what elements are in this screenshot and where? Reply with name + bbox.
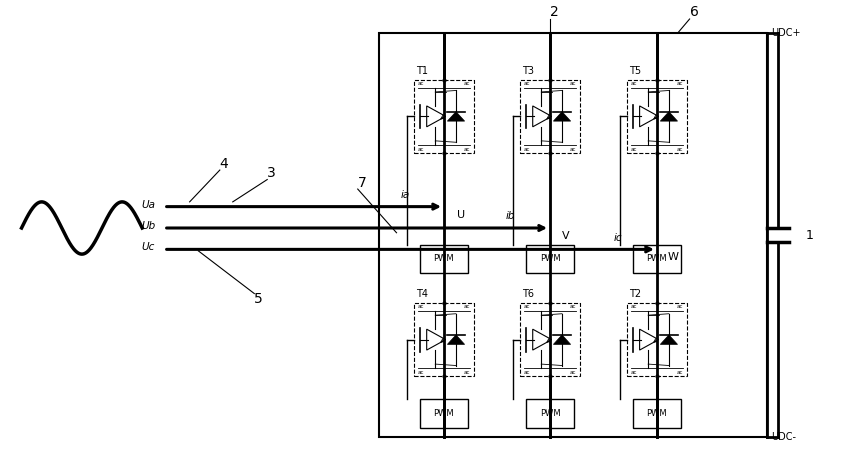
Text: 4: 4 (220, 157, 228, 171)
Text: ac: ac (418, 147, 424, 152)
Text: ac: ac (418, 370, 424, 375)
Text: ac: ac (568, 370, 575, 375)
Text: 7: 7 (357, 176, 366, 190)
Text: T5: T5 (629, 66, 641, 76)
Polygon shape (553, 112, 570, 121)
Text: PWM: PWM (646, 409, 666, 418)
Text: ac: ac (630, 147, 637, 152)
Bar (519, 79, 579, 153)
Bar (626, 79, 686, 153)
Bar (525, 245, 573, 273)
Text: 6: 6 (689, 5, 697, 19)
Text: ac: ac (675, 304, 682, 309)
Text: T4: T4 (416, 289, 428, 299)
Bar (413, 79, 474, 153)
Bar (632, 399, 680, 428)
Text: T6: T6 (522, 289, 534, 299)
Text: V: V (561, 231, 569, 241)
Text: ac: ac (523, 81, 530, 85)
Bar (379, 33, 766, 437)
Text: ac: ac (568, 304, 575, 309)
Text: ac: ac (462, 370, 469, 375)
Text: ac: ac (462, 147, 469, 152)
Text: 2: 2 (549, 5, 558, 19)
Text: ac: ac (418, 304, 424, 309)
Text: ac: ac (568, 147, 575, 152)
Text: ac: ac (568, 81, 575, 85)
Text: ac: ac (675, 370, 682, 375)
Text: PWM: PWM (433, 409, 454, 418)
Text: ac: ac (462, 81, 469, 85)
Text: ac: ac (523, 147, 530, 152)
Bar (632, 245, 680, 273)
Text: PWM: PWM (646, 255, 666, 263)
Polygon shape (447, 335, 464, 344)
Text: ac: ac (630, 81, 637, 85)
Text: ic: ic (613, 233, 622, 243)
Text: ac: ac (630, 304, 637, 309)
Polygon shape (660, 335, 677, 344)
Polygon shape (447, 112, 464, 121)
Bar (626, 303, 686, 376)
Bar (413, 303, 474, 376)
Bar (525, 399, 573, 428)
Text: ac: ac (523, 304, 530, 309)
Text: 5: 5 (254, 292, 263, 306)
Bar (420, 399, 467, 428)
Text: ac: ac (523, 370, 530, 375)
Text: Uc: Uc (141, 242, 155, 253)
Text: T1: T1 (416, 66, 428, 76)
Text: 3: 3 (267, 166, 276, 180)
Text: ac: ac (418, 81, 424, 85)
Text: Ua: Ua (141, 200, 155, 210)
Bar (519, 303, 579, 376)
Text: ac: ac (675, 81, 682, 85)
Text: UDC-: UDC- (771, 432, 796, 442)
Text: 1: 1 (805, 228, 813, 242)
Text: ac: ac (462, 304, 469, 309)
Text: ac: ac (675, 147, 682, 152)
Bar (420, 245, 467, 273)
Polygon shape (553, 335, 570, 344)
Text: T3: T3 (522, 66, 534, 76)
Text: ia: ia (400, 190, 409, 200)
Text: Ub: Ub (140, 221, 155, 231)
Text: ib: ib (505, 211, 515, 221)
Text: PWM: PWM (433, 255, 454, 263)
Text: T2: T2 (629, 289, 641, 299)
Text: PWM: PWM (539, 409, 560, 418)
Text: ac: ac (630, 370, 637, 375)
Text: UDC+: UDC+ (771, 28, 800, 38)
Text: W: W (667, 252, 678, 263)
Text: U: U (456, 209, 464, 220)
Polygon shape (660, 112, 677, 121)
Text: PWM: PWM (539, 255, 560, 263)
